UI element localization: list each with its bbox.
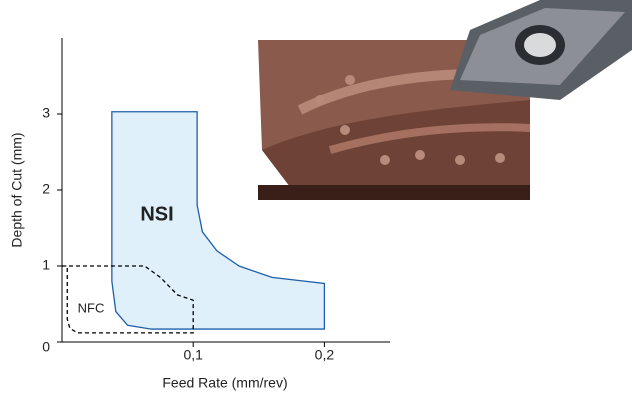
region-1 [62,265,194,334]
x-tick-label: 0,1 [183,347,203,363]
y-tick-label: 3 [42,105,50,121]
region-label: NFC [78,300,105,315]
region-label: NSI [140,203,173,225]
y-tick-label: 2 [42,181,50,197]
y-axis-label: Depth of Cut (mm) [9,132,25,247]
y-tick-label: 1 [42,257,50,273]
x-axis-label: Feed Rate (mm/rev) [162,375,287,391]
insert-photo [258,0,632,200]
region-0 [111,111,326,330]
y-tick-label: 0 [42,339,50,355]
x-tick-label: 0,2 [315,347,335,363]
